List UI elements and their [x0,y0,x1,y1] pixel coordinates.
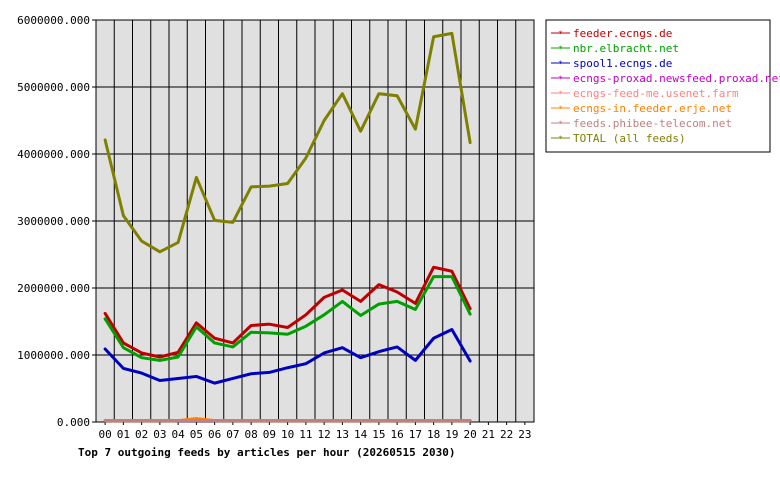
x-tick-label: 22 [500,428,513,441]
legend-label: ecngs-feed-me.usenet.farm [573,87,739,100]
x-tick-label: 02 [135,428,148,441]
legend-marker: * [558,135,563,144]
legend-marker: * [558,90,563,99]
legend-marker: * [558,45,563,54]
y-tick-label: 1000000.000 [17,349,90,362]
x-tick-label: 07 [226,428,239,441]
chart-title: Top 7 outgoing feeds by articles per hou… [78,446,456,459]
legend-marker: * [558,120,563,129]
x-tick-label: 11 [299,428,312,441]
x-tick-label: 00 [99,428,112,441]
x-tick-label: 21 [482,428,495,441]
x-tick-label: 01 [117,428,130,441]
legend-marker: * [558,105,563,114]
legend-label: spool1.ecngs.de [573,57,672,70]
x-tick-label: 12 [318,428,331,441]
x-tick-label: 08 [245,428,258,441]
x-tick-label: 16 [391,428,404,441]
legend-label: feeds.phibee-telecom.net [573,117,732,130]
legend-label: nbr.elbracht.net [573,42,679,55]
x-tick-label: 14 [354,428,368,441]
legend-marker: * [558,30,563,39]
x-tick-label: 15 [372,428,385,441]
series-line-1 [103,265,472,359]
x-tick-label: 10 [281,428,294,441]
series-line-8 [103,31,472,254]
legend-marker: * [558,75,563,84]
y-tick-label: 3000000.000 [17,215,90,228]
y-tick-label: 5000000.000 [17,81,90,94]
legend-box [545,19,771,153]
legend-label: ecngs-in.feeder.erje.net [573,102,732,115]
series-line-2 [103,275,472,362]
x-tick-label: 13 [336,428,349,441]
series-lines [103,31,472,423]
y-tick-label: 0.000 [57,416,90,429]
legend-label: feeder.ecngs.de [573,27,672,40]
x-tick-label: 03 [153,428,166,441]
x-tick-label: 19 [445,428,458,441]
y-tick-label: 4000000.000 [17,148,90,161]
x-tick-label: 23 [518,428,531,441]
legend-marker: * [558,60,563,69]
y-tick-label: 2000000.000 [17,282,90,295]
legend-label: TOTAL (all feeds) [573,132,686,145]
series-line-3 [103,328,472,385]
axes: 0.000 1000000.000 2000000.000 3000000.000 40… [17,14,535,441]
y-tick-label: 6000000.000 [17,14,90,27]
x-tick-label: 09 [263,428,276,441]
x-tick-label: 06 [208,428,221,441]
legend-label: ecngs-proxad.newsfeed.proxad.net [573,72,780,85]
x-tick-label: 05 [190,428,203,441]
x-tick-label: 04 [172,428,186,441]
legend: * feeder.ecngs.de * nbr.elbracht.net * spool1… [545,19,780,153]
x-tick-label: 17 [409,428,422,441]
x-tick-label: 18 [427,428,440,441]
x-tick-label: 20 [464,428,477,441]
